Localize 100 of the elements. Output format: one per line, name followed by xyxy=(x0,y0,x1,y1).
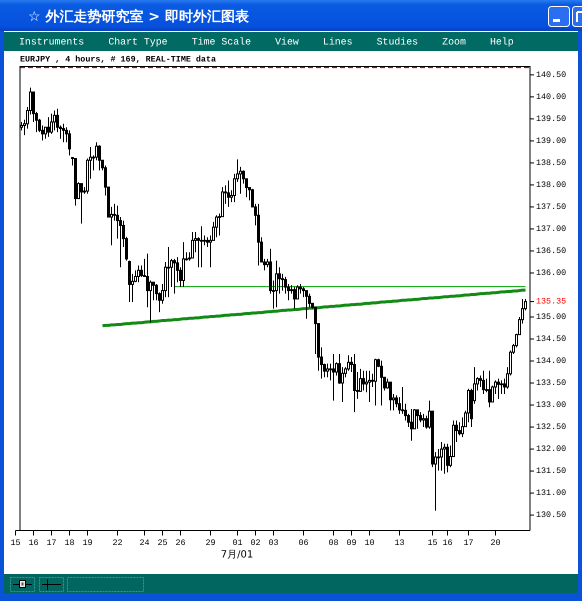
candlestick xyxy=(410,408,413,442)
x-tick-label: 02 xyxy=(250,538,261,548)
text: Help xyxy=(490,36,514,48)
y-tick-label: 138.00 xyxy=(536,180,566,190)
text: Studies xyxy=(376,36,418,48)
candlestick xyxy=(293,286,296,310)
x-tick-label: 03 xyxy=(268,538,279,548)
candlestick xyxy=(53,110,56,131)
candlestick xyxy=(50,113,53,134)
x-tick-label: 15 xyxy=(10,538,21,548)
candlestick xyxy=(98,144,101,171)
x-tick-label: 15 xyxy=(427,538,438,548)
candlestick xyxy=(326,363,329,378)
text: Zoom xyxy=(442,36,466,48)
candlestick xyxy=(500,380,503,395)
y-tick-label: 134.00 xyxy=(536,356,566,366)
candlestick xyxy=(440,442,443,472)
y-tick-label: 139.00 xyxy=(536,136,566,146)
candlestick xyxy=(422,413,425,428)
candlestick xyxy=(482,370,485,395)
candlestick xyxy=(278,266,281,294)
candlestick xyxy=(341,366,344,402)
x-tick-label: 17 xyxy=(463,538,474,548)
y-tick-label: 131.00 xyxy=(536,488,566,498)
candlestick xyxy=(332,353,335,402)
y-tick-label: 138.50 xyxy=(536,158,566,168)
candlestick xyxy=(80,183,83,224)
candlestick xyxy=(461,416,464,438)
y-tick-label: 132.00 xyxy=(536,444,566,454)
candlestick xyxy=(206,236,209,248)
y-tick-label: 132.50 xyxy=(536,422,566,432)
candlestick xyxy=(200,226,203,268)
candlestick xyxy=(416,409,419,430)
x-tick-label: 16 xyxy=(442,538,453,548)
chart-title: ☆ 外汇走势研究室 > 即时外汇图表 xyxy=(28,8,250,25)
text: View xyxy=(275,36,299,48)
x-tick-label: 13 xyxy=(394,538,405,548)
candlestick xyxy=(380,360,383,406)
candlestick xyxy=(203,235,206,246)
candlestick xyxy=(227,180,230,208)
candlestick xyxy=(62,123,65,143)
y-tick-label: 139.50 xyxy=(536,114,566,124)
candlestick xyxy=(191,232,194,258)
x-tick-label: 06 xyxy=(298,538,309,548)
candlestick xyxy=(173,258,176,294)
x-tick-label: 18 xyxy=(64,538,75,548)
text: Lines xyxy=(322,36,353,48)
candlestick xyxy=(68,130,71,156)
candlestick xyxy=(47,116,50,138)
y-tick-label: 137.50 xyxy=(536,202,566,212)
text: Instruments xyxy=(19,36,84,48)
candlestick xyxy=(275,260,278,308)
x-tick-label: 24 xyxy=(139,538,150,548)
candlestick xyxy=(305,290,308,320)
text: Chart Type xyxy=(108,36,168,48)
candlestick xyxy=(443,443,446,474)
x-tick-label: 25 xyxy=(157,538,168,548)
chart-subtitle: EURJPY , 4 hours, # 169, REAL-TIME data xyxy=(20,54,216,64)
candlestick xyxy=(302,286,305,298)
candlestick xyxy=(128,260,131,303)
x-tick-label: 17 xyxy=(46,538,57,548)
candlestick xyxy=(488,370,491,408)
x-tick-label: 26 xyxy=(175,538,186,548)
text: 135.35 xyxy=(536,296,566,307)
y-tick-label: 137.00 xyxy=(536,224,566,234)
y-tick-label: 135.00 xyxy=(536,312,566,322)
x-tick-label: 09 xyxy=(346,538,357,548)
candlestick xyxy=(137,264,140,283)
y-tick-label: 133.50 xyxy=(536,378,566,388)
y-tick-label: 133.00 xyxy=(536,400,566,410)
candlestick xyxy=(362,370,365,392)
x-tick-label: 16 xyxy=(28,538,39,548)
x-axis-title: 7月/01 xyxy=(220,550,254,560)
line-series xyxy=(101,288,527,328)
x-tick-label: 10 xyxy=(364,538,375,548)
candlestick xyxy=(215,214,218,238)
candlestick xyxy=(314,306,317,354)
candlestick xyxy=(167,246,170,298)
x-tick-label: 20 xyxy=(490,538,501,548)
candlestick xyxy=(389,382,392,411)
y-tick-label: 131.50 xyxy=(536,466,566,476)
candlestick xyxy=(152,282,155,301)
candlestick xyxy=(149,280,152,323)
candlestick xyxy=(374,358,377,406)
x-tick-label: 29 xyxy=(205,538,216,548)
y-tick-label: 140.50 xyxy=(536,70,566,80)
candlestick xyxy=(368,370,371,402)
y-tick-label: 136.00 xyxy=(536,268,566,278)
x-tick-label: 19 xyxy=(82,538,93,548)
candlestick xyxy=(182,242,185,288)
y-tick-label: 134.50 xyxy=(536,334,566,344)
candlestick xyxy=(467,388,470,423)
y-tick-label: 136.50 xyxy=(536,246,566,256)
x-tick-label: 01 xyxy=(232,538,243,548)
candlestick xyxy=(446,443,449,473)
text: Time Scale xyxy=(192,36,252,48)
y-tick-label: 140.00 xyxy=(536,92,566,102)
candlestick xyxy=(329,363,332,381)
x-tick-label: 08 xyxy=(328,538,339,548)
x-tick-label: 22 xyxy=(112,538,123,548)
